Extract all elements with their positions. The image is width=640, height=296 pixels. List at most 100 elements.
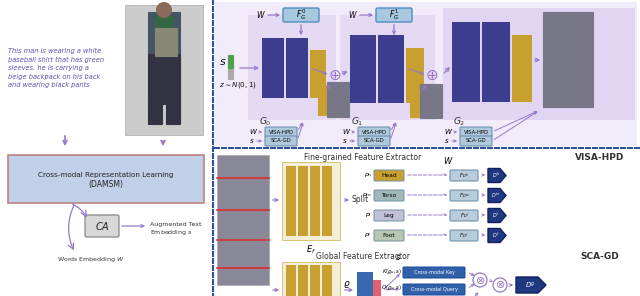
Text: This man is wearing a white
baseball shirt that has green
sleeves. he is carryin: This man is wearing a white baseball shi… <box>8 48 104 89</box>
Text: $G_2$: $G_2$ <box>453 116 465 128</box>
Text: $K(\varrho_u, s)$: $K(\varrho_u, s)$ <box>381 266 402 276</box>
FancyBboxPatch shape <box>450 190 478 201</box>
Text: SCA-GD: SCA-GD <box>580 252 620 261</box>
Polygon shape <box>488 208 506 223</box>
FancyBboxPatch shape <box>450 210 478 221</box>
Text: $p_h$: $p_h$ <box>364 171 372 179</box>
Bar <box>378 35 404 103</box>
FancyBboxPatch shape <box>358 127 390 137</box>
Bar <box>282 262 340 296</box>
Text: $p_f$: $p_f$ <box>364 231 372 239</box>
Text: $CA$: $CA$ <box>95 220 109 232</box>
Text: $D^h$: $D^h$ <box>492 171 500 180</box>
Bar <box>327 82 349 117</box>
Circle shape <box>156 2 172 18</box>
Text: $p_l$: $p_l$ <box>365 211 372 219</box>
Text: $G_0$: $G_0$ <box>259 116 271 128</box>
Bar <box>298 166 308 236</box>
FancyBboxPatch shape <box>460 136 492 146</box>
Text: Head: Head <box>381 173 397 178</box>
Bar <box>217 155 269 285</box>
Text: $F_{D^l}$: $F_{D^l}$ <box>460 211 468 220</box>
Bar <box>215 2 637 146</box>
Bar <box>310 50 326 98</box>
Text: $D^{to}$: $D^{to}$ <box>492 191 500 200</box>
Bar <box>155 28 177 56</box>
Text: $\oplus$: $\oplus$ <box>426 67 438 83</box>
Bar <box>298 265 308 296</box>
Bar <box>125 5 203 135</box>
Text: $F_{D^f}$: $F_{D^f}$ <box>460 231 468 240</box>
Text: Cross-modal Key: Cross-modal Key <box>413 270 454 275</box>
Text: $D^l$: $D^l$ <box>492 211 500 220</box>
FancyBboxPatch shape <box>460 127 492 137</box>
Bar <box>228 55 233 69</box>
Bar <box>148 54 180 104</box>
Text: $p_{to}$: $p_{to}$ <box>362 191 372 199</box>
Text: $W$: $W$ <box>249 128 258 136</box>
FancyBboxPatch shape <box>374 190 404 201</box>
Bar <box>248 15 336 120</box>
Polygon shape <box>488 168 506 183</box>
Text: Global Feature Extractor: Global Feature Extractor <box>316 252 410 261</box>
Text: Leg: Leg <box>384 213 394 218</box>
Bar <box>148 102 162 124</box>
Polygon shape <box>488 229 506 242</box>
FancyBboxPatch shape <box>283 8 319 22</box>
Polygon shape <box>516 277 546 293</box>
Bar <box>357 272 373 296</box>
Bar <box>166 102 180 124</box>
Text: Fine-grained Feature Extractor: Fine-grained Feature Extractor <box>305 153 422 162</box>
FancyBboxPatch shape <box>403 284 465 295</box>
Text: $z \sim N(0,1)$: $z \sim N(0,1)$ <box>219 80 257 90</box>
Text: $s$: $s$ <box>395 253 401 263</box>
Bar <box>286 265 296 296</box>
Text: $W$: $W$ <box>256 9 266 20</box>
Text: SCA-GD: SCA-GD <box>271 139 291 144</box>
FancyBboxPatch shape <box>450 170 478 181</box>
Text: $Q(\varrho_u, s)$: $Q(\varrho_u, s)$ <box>381 284 402 292</box>
Text: $W$: $W$ <box>444 128 453 136</box>
Text: Words Embedding $W$: Words Embedding $W$ <box>57 255 125 265</box>
Text: $\varrho$: $\varrho$ <box>343 279 351 290</box>
Bar <box>373 280 381 296</box>
Text: VISA-HPD: VISA-HPD <box>463 130 488 134</box>
Bar <box>310 265 320 296</box>
FancyBboxPatch shape <box>265 127 297 137</box>
Text: $F_{D^{to}}$: $F_{D^{to}}$ <box>459 191 469 200</box>
Text: VISA-HPD: VISA-HPD <box>269 130 294 134</box>
Bar <box>155 16 173 46</box>
FancyBboxPatch shape <box>358 136 390 146</box>
Polygon shape <box>488 189 506 202</box>
Text: Foot: Foot <box>383 233 396 238</box>
Text: SCA-GD: SCA-GD <box>364 139 384 144</box>
Bar <box>318 85 326 115</box>
Bar <box>452 22 480 102</box>
Bar <box>282 162 340 240</box>
Bar <box>262 38 284 98</box>
Text: $\otimes$: $\otimes$ <box>475 274 485 286</box>
FancyBboxPatch shape <box>403 267 465 278</box>
Text: Cross-modal Query: Cross-modal Query <box>411 287 458 292</box>
Text: $s$: $s$ <box>219 57 227 67</box>
Bar <box>443 8 635 120</box>
Circle shape <box>493 278 507 292</box>
Bar <box>148 12 180 54</box>
Text: $s$: $s$ <box>249 137 255 145</box>
FancyBboxPatch shape <box>85 215 119 237</box>
Bar <box>228 69 233 79</box>
Bar <box>340 15 435 120</box>
Text: $F_G^0$: $F_G^0$ <box>296 8 306 22</box>
FancyBboxPatch shape <box>374 170 404 181</box>
Circle shape <box>473 273 487 287</box>
Bar <box>512 35 532 102</box>
Bar <box>322 265 332 296</box>
Text: (DAMSM): (DAMSM) <box>88 181 124 189</box>
Bar <box>350 35 376 103</box>
Text: $G_1$: $G_1$ <box>351 116 364 128</box>
FancyBboxPatch shape <box>376 8 412 22</box>
Text: $s$: $s$ <box>342 137 348 145</box>
Bar <box>543 12 593 107</box>
Text: $\otimes$: $\otimes$ <box>495 279 505 290</box>
Text: $W$: $W$ <box>342 128 351 136</box>
